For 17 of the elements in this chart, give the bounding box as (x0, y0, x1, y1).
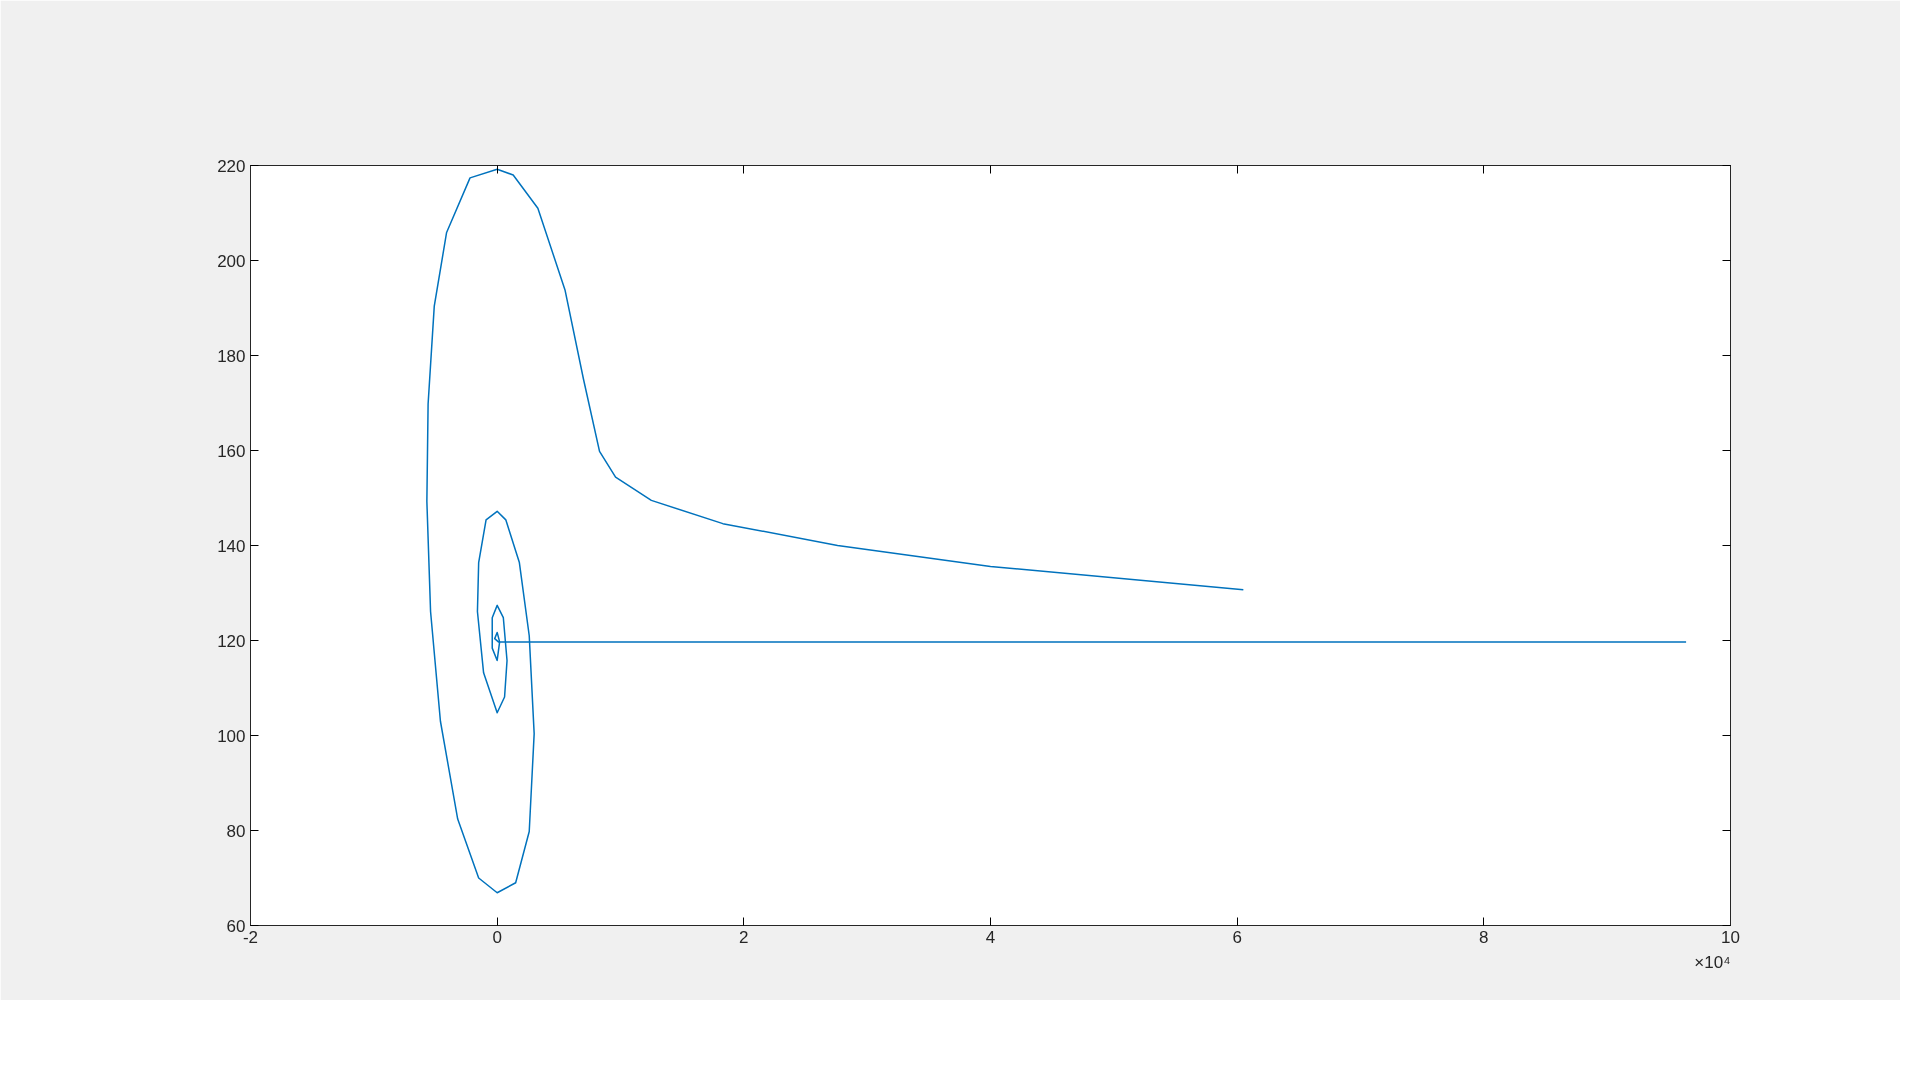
y-tick-label: 120 (217, 631, 246, 651)
y-tick-label: 200 (217, 251, 246, 271)
line-series (426, 168, 1687, 894)
y-tick-label: 160 (217, 441, 246, 461)
y-tick-label: 60 (226, 916, 246, 936)
y-tick-label: 140 (217, 536, 246, 556)
x-tick-label: 8 (1479, 927, 1489, 947)
x-tick-label: 10 (1721, 927, 1740, 947)
x-tick-label: 0 (492, 927, 502, 947)
x-tick-label: 2 (739, 927, 749, 947)
x-tick-label: 4 (985, 927, 996, 947)
x-tick-label: 6 (1232, 927, 1242, 947)
y-tick-label: 80 (226, 821, 246, 841)
y-tick-label: 180 (217, 346, 246, 366)
y-tick-label: 100 (217, 726, 246, 746)
text: ×10⁴ (1694, 952, 1731, 972)
y-tick-label: 220 (217, 156, 246, 176)
